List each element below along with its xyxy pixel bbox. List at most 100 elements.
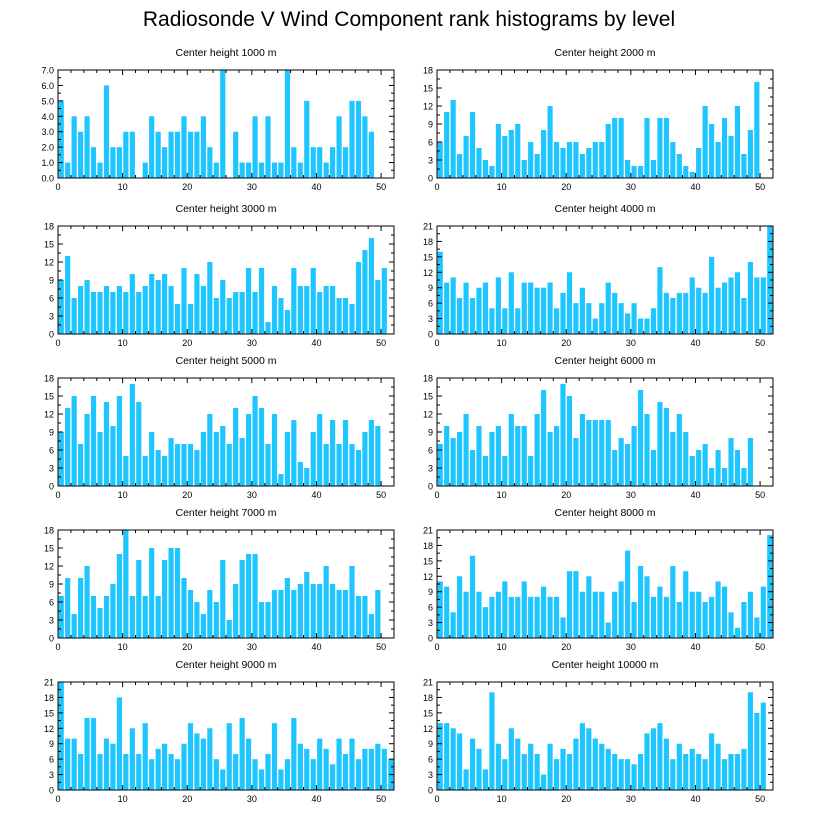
bar — [142, 162, 148, 178]
panel-title: Center height 2000 m — [555, 47, 656, 59]
bar — [213, 759, 219, 790]
y-tick-label: 3 — [49, 770, 54, 780]
bar — [683, 432, 689, 486]
bar — [116, 396, 122, 486]
bar — [181, 578, 187, 638]
bar — [252, 396, 258, 486]
bar — [155, 748, 161, 790]
bar — [291, 420, 297, 486]
bar — [612, 292, 618, 334]
bar — [78, 754, 84, 790]
bar — [349, 304, 355, 334]
x-tick-label: 40 — [690, 642, 700, 652]
bar — [457, 733, 463, 790]
y-tick-label: 6.0 — [41, 81, 54, 91]
bar — [78, 131, 84, 178]
bar — [65, 578, 71, 638]
bar — [304, 572, 310, 638]
bar — [207, 728, 213, 790]
bar — [239, 292, 245, 334]
bar — [342, 754, 349, 790]
bar — [683, 754, 689, 790]
bar — [637, 390, 644, 486]
bar — [271, 286, 278, 334]
bar — [271, 723, 278, 790]
bar — [482, 160, 489, 178]
bar — [265, 602, 271, 638]
y-tick-label: 3 — [428, 464, 433, 474]
bar — [541, 774, 547, 790]
y-tick-label: 0.0 — [41, 174, 54, 184]
bar — [689, 591, 695, 638]
bar — [297, 162, 303, 178]
bar — [194, 602, 200, 638]
bar — [696, 287, 702, 334]
bar — [683, 292, 689, 334]
bar — [728, 277, 734, 334]
bar — [375, 590, 381, 638]
bar — [58, 432, 64, 486]
panel-title: Center height 5000 m — [176, 355, 277, 367]
bar — [625, 313, 631, 334]
bar — [734, 754, 741, 790]
bar — [592, 591, 598, 638]
bar — [136, 560, 142, 638]
x-tick-label: 10 — [497, 642, 507, 652]
bar — [502, 456, 508, 486]
panel-title: Center height 1000 m — [176, 47, 277, 59]
x-tick-label: 0 — [55, 642, 60, 652]
y-tick-label: 18 — [423, 374, 433, 384]
bar — [252, 292, 258, 334]
bar — [450, 612, 456, 638]
y-tick-label: 12 — [423, 268, 433, 278]
bar — [741, 154, 747, 178]
bar — [728, 612, 734, 638]
x-tick-label: 10 — [118, 182, 128, 192]
bar — [355, 759, 362, 790]
bar — [103, 402, 110, 486]
bar — [97, 432, 103, 486]
y-tick-label: 1.0 — [41, 158, 54, 168]
bar — [71, 614, 77, 638]
bar — [579, 287, 585, 334]
bar — [355, 596, 362, 638]
bar — [116, 147, 122, 178]
bar — [246, 738, 252, 790]
chart-panel: Center height 10000 m 0 3 6 9 12 15 18 21 0 10 20 30… — [423, 659, 774, 804]
bar — [566, 571, 573, 638]
bar — [534, 414, 540, 486]
bar — [162, 274, 168, 334]
bar — [330, 764, 336, 790]
bar — [553, 759, 560, 790]
x-tick-label: 0 — [434, 794, 439, 804]
bar — [375, 426, 381, 486]
bar — [162, 560, 168, 638]
bar — [220, 426, 226, 486]
bar — [637, 754, 644, 790]
bar — [689, 456, 695, 486]
bar — [469, 112, 476, 178]
bar — [136, 754, 142, 790]
x-tick-label: 40 — [311, 182, 321, 192]
bar — [381, 748, 387, 790]
bar — [469, 555, 476, 638]
bar — [734, 627, 741, 638]
bar — [444, 586, 450, 638]
bar — [657, 267, 663, 334]
y-tick-label: 2.0 — [41, 143, 54, 153]
bar — [631, 426, 637, 486]
bar — [310, 147, 316, 178]
bar — [747, 591, 753, 638]
bar — [528, 743, 534, 790]
bar — [362, 116, 368, 178]
x-tick-label: 10 — [118, 338, 128, 348]
bar — [103, 286, 110, 334]
bar — [220, 70, 226, 178]
bar — [342, 590, 349, 638]
bar — [754, 712, 760, 790]
bar — [663, 408, 669, 486]
bar — [239, 718, 245, 790]
bar — [728, 438, 734, 486]
bar — [521, 426, 527, 486]
x-tick-label: 20 — [182, 490, 192, 500]
